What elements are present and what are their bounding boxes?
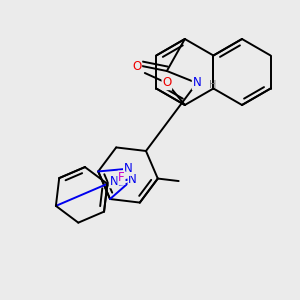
Text: N: N — [128, 173, 137, 186]
Text: N: N — [193, 76, 201, 89]
Text: N: N — [124, 162, 133, 175]
Text: F: F — [118, 171, 125, 184]
Text: N: N — [110, 175, 118, 188]
Text: H: H — [209, 80, 216, 90]
Text: O: O — [132, 59, 142, 73]
Text: O: O — [162, 76, 172, 89]
